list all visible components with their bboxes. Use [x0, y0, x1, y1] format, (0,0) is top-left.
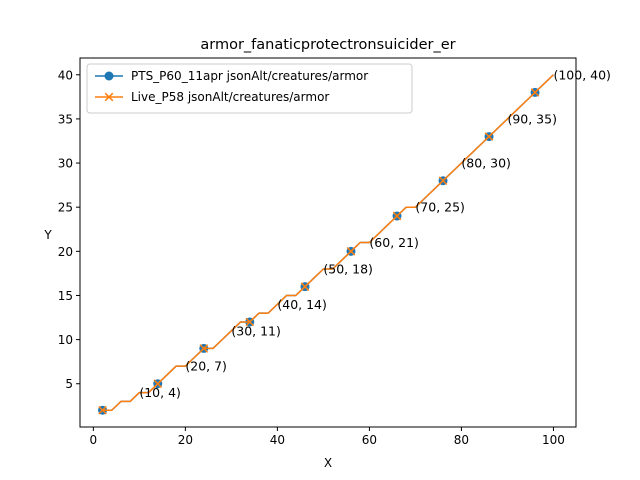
series-2-point-stroke-2 [153, 379, 163, 389]
y-axis: 5 10 15 20 25 30 35 40 [58, 68, 80, 391]
legend-label-series-2: Live_P58 jsonAlt/creatures/armor [131, 90, 329, 104]
series-2-point [199, 344, 209, 353]
series-2-point [300, 282, 310, 291]
legend-entry-series-1: PTS_P60_11apr jsonAlt/creatures/armor [95, 69, 368, 83]
y-tick-label: 5 [65, 377, 73, 391]
legend-marker-series-2 [104, 92, 114, 102]
series-2-point-stroke-2 [300, 282, 310, 291]
legend-label-series-1: PTS_P60_11apr jsonAlt/creatures/armor [131, 69, 368, 83]
x-tick-label: 80 [454, 433, 469, 447]
data-label: (50, 18) [323, 261, 373, 276]
data-label: (20, 7) [185, 359, 227, 374]
data-label: (90, 35) [507, 111, 557, 126]
y-tick-label: 30 [58, 157, 73, 171]
series-2-point-stroke-2 [392, 211, 402, 221]
series-2-point [484, 132, 494, 141]
data-label: (30, 11) [231, 323, 281, 338]
series-2-point-stroke-2 [346, 246, 356, 256]
series-2-point [530, 88, 540, 97]
y-tick-label: 35 [58, 112, 73, 126]
data-label: (60, 21) [369, 235, 419, 250]
axes-frame [79, 57, 577, 428]
legend-x-marker [104, 92, 114, 102]
series-2-point-stroke-2 [98, 405, 107, 415]
data-label: (10, 4) [139, 385, 181, 400]
series-2-point-stroke-2 [245, 317, 255, 327]
y-tick-label: 25 [58, 201, 73, 215]
x-tick-label: 40 [270, 433, 285, 447]
x-tick-label: 100 [542, 433, 565, 447]
series-2-point [245, 317, 255, 327]
series-2-point-stroke-2 [438, 176, 448, 186]
annotations: (10, 4) (20, 7) (30, 11) (40, 14) (50, 18) (6… [139, 67, 611, 400]
legend-x-marker-stroke-2 [104, 92, 114, 102]
plot-area [98, 74, 554, 415]
data-label: (80, 30) [461, 156, 511, 171]
data-label: (70, 25) [415, 200, 465, 215]
series-2-line [102, 74, 554, 411]
y-tick-label: 10 [58, 333, 73, 347]
y-axis-label: Y [43, 228, 52, 242]
series-2-point [346, 246, 356, 256]
legend-box [86, 63, 413, 114]
y-tick-label: 15 [58, 289, 73, 303]
legend: PTS_P60_11apr jsonAlt/creatures/armor Li… [86, 63, 413, 114]
series-2-point [98, 405, 107, 415]
data-label: (100, 40) [553, 67, 610, 82]
y-tick-label: 40 [58, 68, 73, 82]
x-tick-label: 20 [178, 433, 193, 447]
series-2-point-stroke-2 [199, 344, 209, 353]
series-2-point-stroke-2 [484, 132, 494, 141]
series-2-point-stroke-2 [530, 88, 540, 97]
x-axis: 0 20 40 60 80 100 [90, 427, 565, 447]
legend-marker-series-1 [104, 71, 114, 81]
legend-entry-series-2: Live_P58 jsonAlt/creatures/armor [95, 90, 329, 104]
x-tick-label: 0 [90, 433, 98, 447]
data-label: (40, 14) [277, 297, 327, 312]
x-axis-label: X [324, 456, 332, 470]
x-tick-label: 60 [362, 433, 377, 447]
chart-title: armor_fanaticprotectronsuicider_er [200, 37, 455, 53]
y-tick-label: 20 [58, 245, 73, 259]
series-2-point [392, 211, 402, 221]
series-2-point [438, 176, 448, 186]
series-2-point [153, 379, 163, 389]
